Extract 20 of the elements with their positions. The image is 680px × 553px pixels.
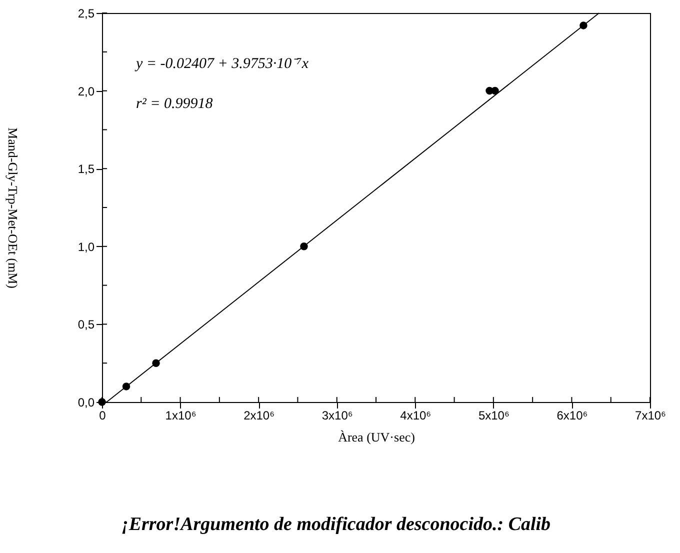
x-tick-label: 2x10⁶ xyxy=(244,408,275,422)
x-tick-label: 5x10⁶ xyxy=(478,408,510,422)
y-axis-title: Mand-Gly-Trp-Met-OEt (mM) xyxy=(6,128,20,288)
x-axis-title: Àrea (UV·sec) xyxy=(338,430,415,444)
x-tick-label: 4x10⁶ xyxy=(400,408,432,422)
y-tick-label: 0,5 xyxy=(78,318,95,332)
x-tick-label: 1x10⁶ xyxy=(165,408,196,422)
y-tick-label: 1,5 xyxy=(78,162,95,176)
y-tick-label: 2,0 xyxy=(78,84,95,98)
x-tick-label: 7x10⁶ xyxy=(635,408,666,422)
x-tick-label: 6x10⁶ xyxy=(556,408,588,422)
text: ¡Error!Argumento de modificador desconocido.: Calib xyxy=(121,514,551,535)
y-tick-label: 2,5 xyxy=(78,6,95,20)
annotation: y = -0.02407 + 3.9753·10⁻⁷x xyxy=(134,56,309,72)
point xyxy=(491,86,499,95)
y-tick-label: 1,0 xyxy=(78,240,95,254)
y-tick-label: 0,0 xyxy=(78,396,95,410)
x-tick-label: 3x10⁶ xyxy=(322,408,353,422)
x-tick-label: 0 xyxy=(99,408,106,422)
annotation: r² = 0.99918 xyxy=(136,96,214,112)
